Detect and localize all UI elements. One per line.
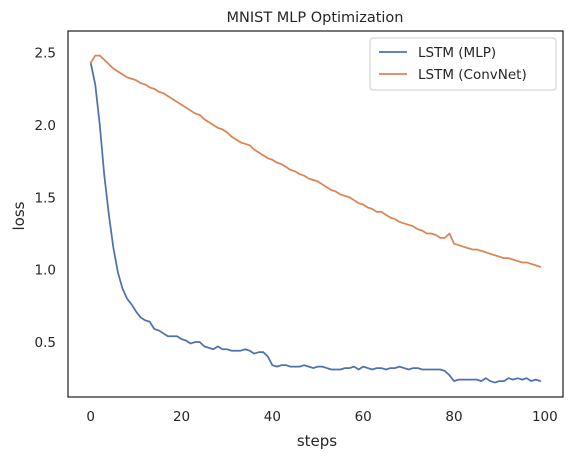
series-line-1: [89, 54, 542, 268]
legend: LSTM (MLP) LSTM (ConvNet): [369, 37, 557, 91]
x-axis: 0 20 40 60 80 100: [86, 409, 557, 425]
x-tick-label: 40: [264, 409, 281, 425]
x-axis-title: steps: [297, 432, 337, 450]
chart-title: MNIST MLP Optimization: [226, 10, 403, 26]
y-tick-label: 2.5: [35, 46, 56, 62]
plot-area: [89, 54, 542, 384]
x-tick-label: 80: [445, 409, 462, 425]
series-line-0: [89, 61, 542, 384]
y-tick-label: 0.5: [35, 335, 56, 351]
legend-label-0: LSTM (MLP): [418, 45, 496, 61]
y-axis-title: loss: [10, 201, 28, 230]
legend-box: [369, 37, 557, 91]
x-tick-label: 0: [86, 409, 95, 425]
x-tick-label: 100: [532, 409, 558, 425]
x-tick-label: 20: [173, 409, 190, 425]
legend-label-1: LSTM (ConvNet): [418, 67, 527, 83]
y-tick-label: 1.5: [35, 190, 56, 206]
plot-frame: [67, 30, 564, 398]
y-tick-label: 2.0: [35, 118, 56, 134]
y-axis: 0.5 1.0 1.5 2.0 2.5: [35, 46, 56, 351]
y-tick-label: 1.0: [35, 263, 56, 279]
x-tick-label: 60: [355, 409, 372, 425]
